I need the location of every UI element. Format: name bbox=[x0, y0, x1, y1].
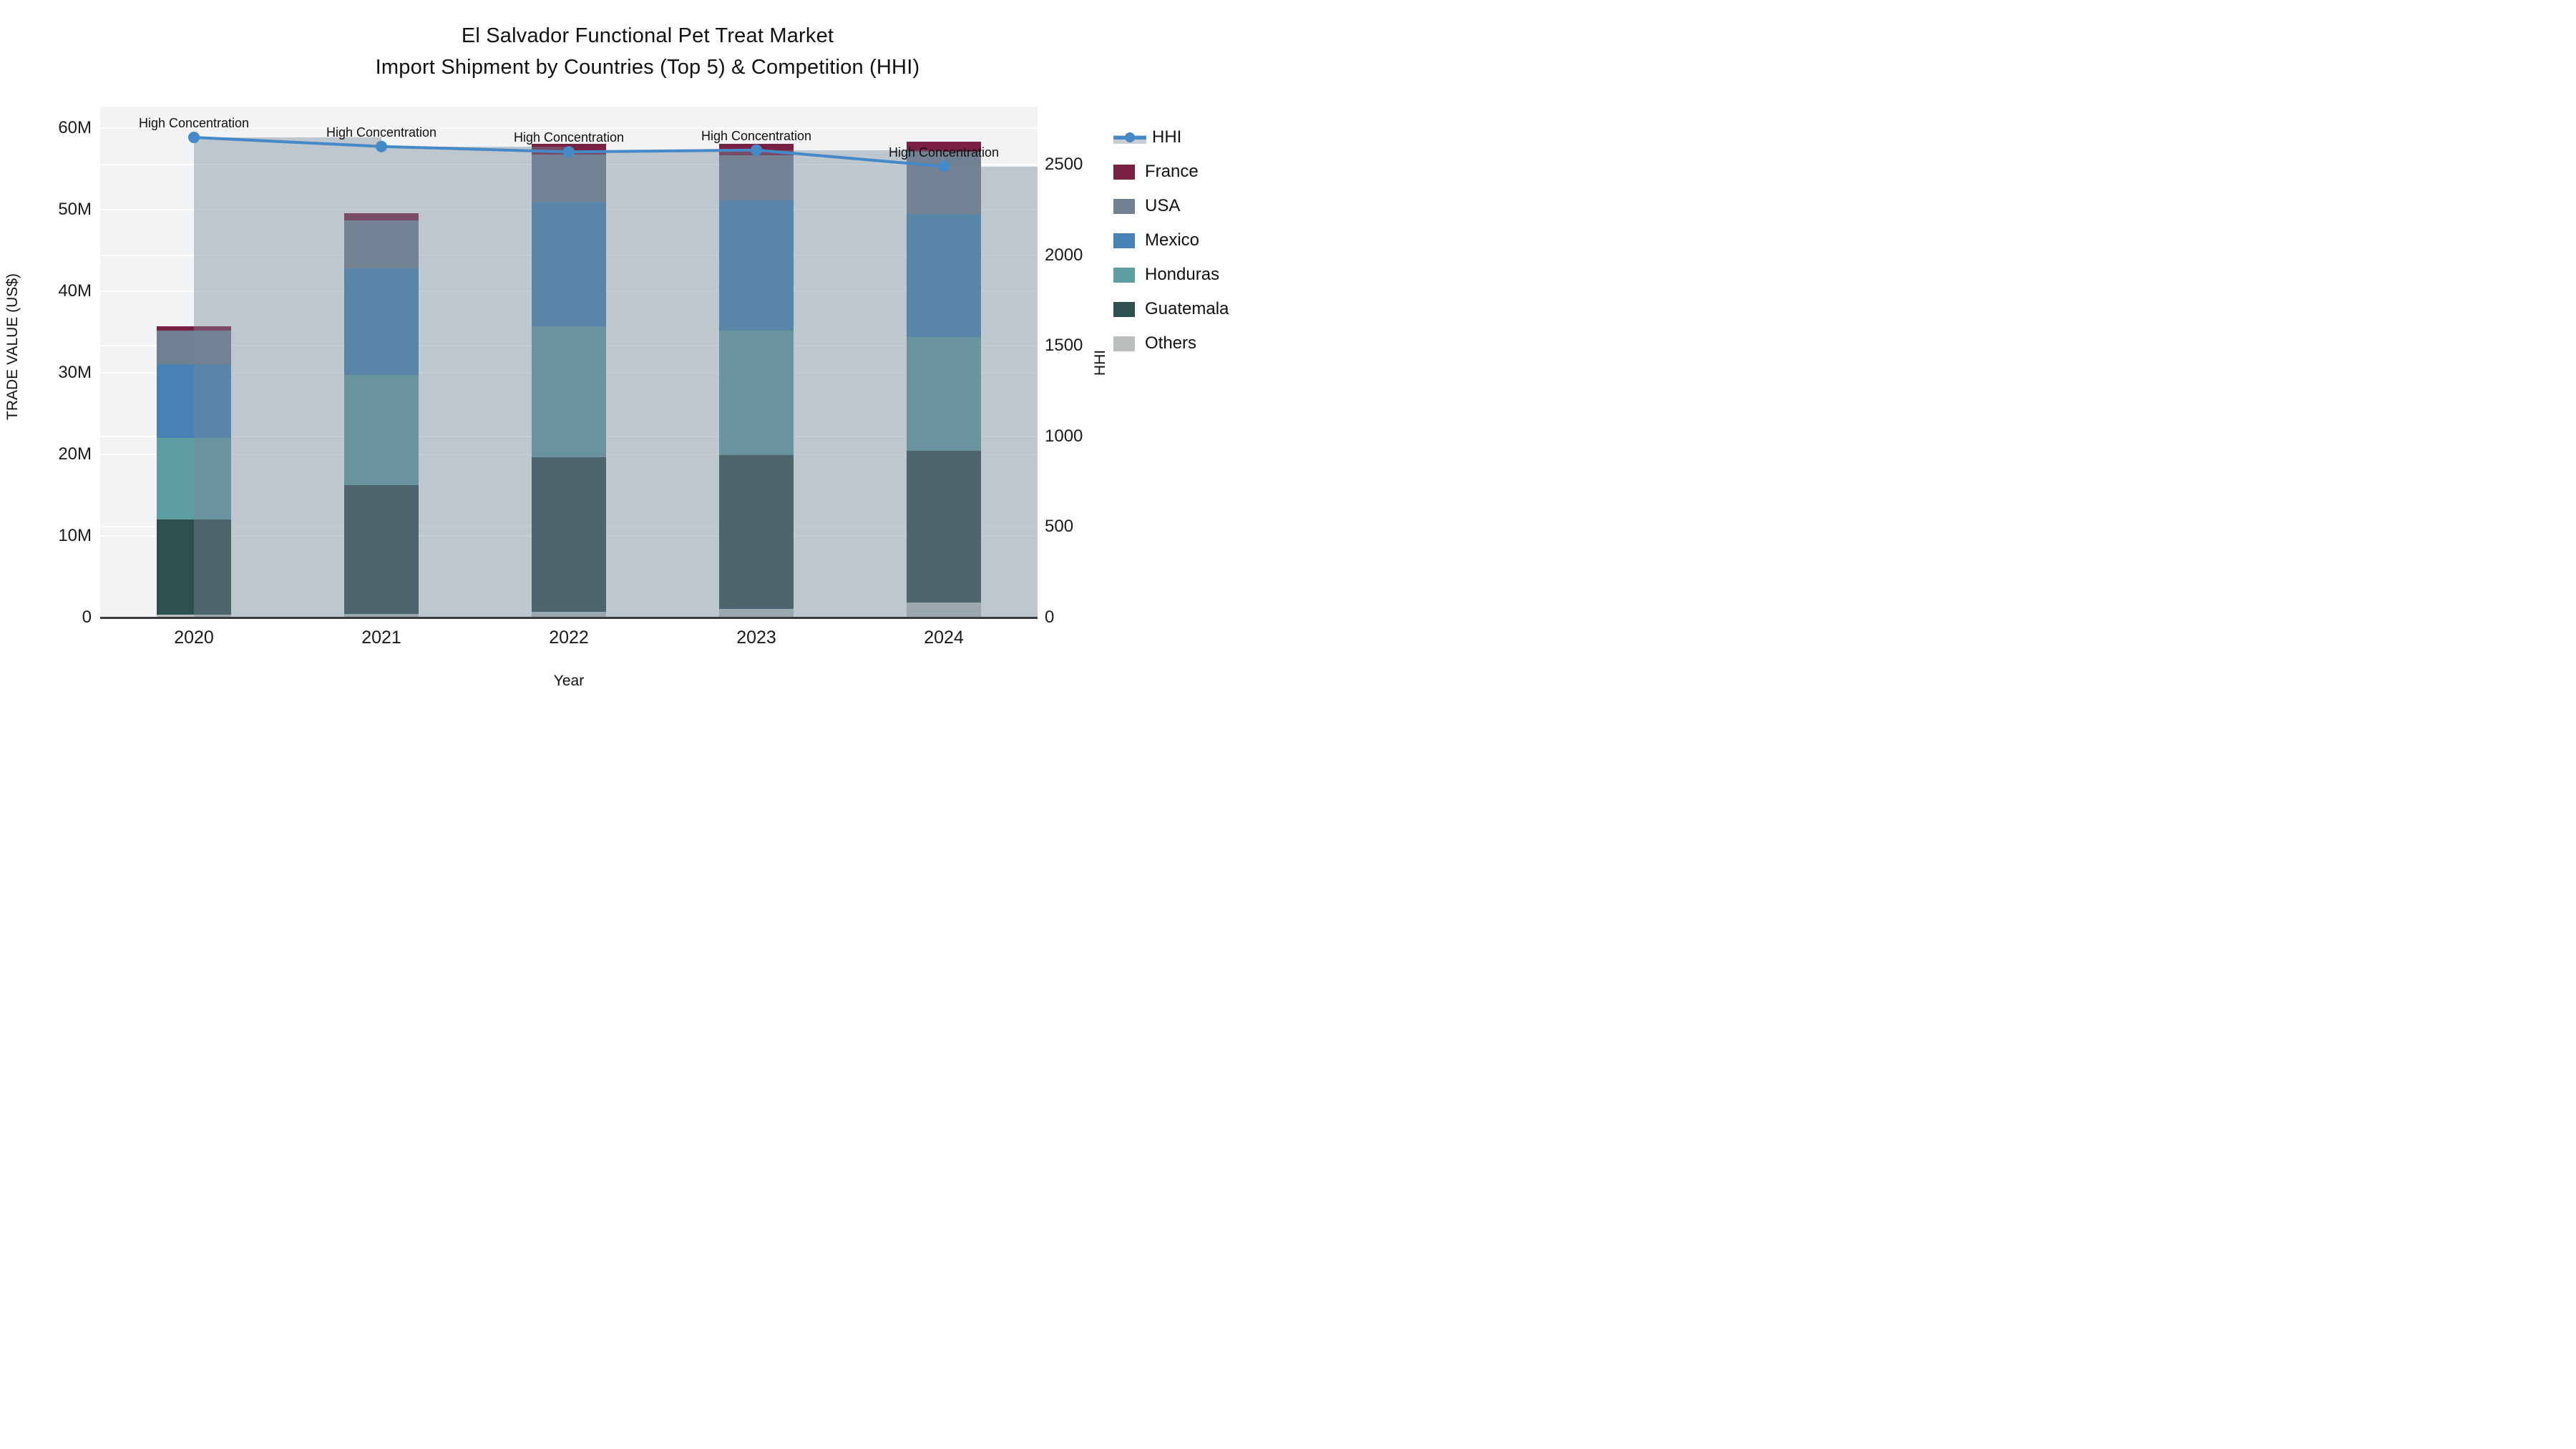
y-axis-tick-left: 40M bbox=[58, 280, 92, 301]
x-axis-tick-2020: 2020 bbox=[174, 627, 214, 648]
y-axis-title-left: TRADE VALUE (US$) bbox=[4, 273, 21, 420]
y-axis-tick-left: 20M bbox=[58, 444, 92, 464]
y-axis-tick-right: 1000 bbox=[1045, 426, 1083, 446]
bar-segment-usa-2021[interactable] bbox=[344, 220, 419, 268]
y-axis-title-right: HHI bbox=[1092, 349, 1108, 376]
hhi-legend-glyph-icon bbox=[1113, 130, 1146, 145]
bar-segment-others-2021[interactable] bbox=[344, 613, 419, 618]
bar-segment-france-2021[interactable] bbox=[344, 213, 419, 221]
x-axis-title: Year bbox=[553, 673, 585, 689]
y-axis-tick-right: 0 bbox=[1045, 607, 1055, 627]
legend: HHI France USA Mexico Honduras Guatemala Other… bbox=[1113, 120, 1285, 361]
bar-segment-france-2020[interactable] bbox=[157, 326, 231, 331]
legend-label: HHI bbox=[1152, 127, 1182, 147]
chart-figure: El Salvador Functional Pet Treat Market … bbox=[0, 0, 1288, 725]
legend-label: USA bbox=[1145, 196, 1181, 215]
bar-segment-mexico-2024[interactable] bbox=[907, 214, 981, 338]
legend-item-honduras[interactable]: Honduras bbox=[1113, 258, 1285, 292]
y-axis-tick-left: 0 bbox=[82, 607, 92, 627]
bar-segment-guatemala-2021[interactable] bbox=[344, 484, 419, 614]
legend-item-usa[interactable]: USA bbox=[1113, 189, 1285, 223]
x-axis-line bbox=[100, 616, 1038, 619]
legend-label: France bbox=[1145, 162, 1199, 181]
y-axis-tick-right: 2000 bbox=[1045, 245, 1083, 265]
legend-label: Others bbox=[1145, 333, 1197, 353]
bar-segment-others-2020[interactable] bbox=[157, 615, 231, 618]
annotation-high-concentration-2024: High Concentration bbox=[888, 145, 1000, 160]
hhi-band-2021[interactable] bbox=[381, 146, 569, 618]
annotation-high-concentration-2020: High Concentration bbox=[138, 116, 250, 131]
bar-segment-guatemala-2022[interactable] bbox=[532, 457, 606, 612]
annotation-high-concentration-2023: High Concentration bbox=[701, 128, 812, 143]
hhi-band-2023[interactable] bbox=[756, 150, 944, 618]
bar-segment-honduras-2023[interactable] bbox=[719, 331, 794, 455]
legend-item-hhi[interactable]: HHI bbox=[1113, 120, 1285, 155]
legend-swatch-others bbox=[1113, 336, 1135, 351]
y-axis-tick-right: 500 bbox=[1045, 517, 1074, 536]
legend-swatch-mexico bbox=[1113, 233, 1135, 248]
bar-segment-mexico-2022[interactable] bbox=[532, 202, 606, 326]
bar-segment-usa-2020[interactable] bbox=[157, 331, 231, 365]
y-axis-tick-right: 1500 bbox=[1045, 336, 1083, 355]
legend-label: Guatemala bbox=[1145, 299, 1229, 318]
bar-segment-mexico-2023[interactable] bbox=[719, 200, 794, 331]
bar-segment-guatemala-2023[interactable] bbox=[719, 454, 794, 610]
x-axis-tick-2021: 2021 bbox=[361, 627, 401, 648]
y-axis-tick-left: 60M bbox=[58, 117, 92, 137]
legend-swatch-france bbox=[1113, 164, 1135, 180]
x-axis-tick-2023: 2023 bbox=[736, 627, 776, 648]
y-axis-tick-right: 2500 bbox=[1045, 155, 1083, 174]
legend-swatch-guatemala bbox=[1113, 301, 1135, 317]
bar-segment-guatemala-2020[interactable] bbox=[157, 519, 231, 615]
legend-swatch-honduras bbox=[1113, 267, 1135, 283]
bar-segment-honduras-2020[interactable] bbox=[157, 437, 231, 519]
hhi-band-2024[interactable] bbox=[944, 166, 1038, 618]
x-axis-tick-2022: 2022 bbox=[549, 627, 589, 648]
legend-label: Honduras bbox=[1145, 265, 1220, 284]
bar-segment-honduras-2022[interactable] bbox=[532, 326, 606, 458]
legend-item-others[interactable]: Others bbox=[1113, 326, 1285, 361]
legend-item-guatemala[interactable]: Guatemala bbox=[1113, 292, 1285, 326]
bar-segment-guatemala-2024[interactable] bbox=[907, 450, 981, 602]
chart-title-line2: Import Shipment by Countries (Top 5) & C… bbox=[375, 56, 920, 79]
y-axis-tick-left: 30M bbox=[58, 362, 92, 382]
annotation-high-concentration-2021: High Concentration bbox=[326, 125, 437, 140]
legend-label: Mexico bbox=[1145, 230, 1200, 250]
bar-segment-others-2024[interactable] bbox=[907, 602, 981, 618]
legend-item-mexico[interactable]: Mexico bbox=[1113, 223, 1285, 258]
bar-segment-mexico-2020[interactable] bbox=[157, 364, 231, 438]
gridline-trade-60 bbox=[100, 127, 1038, 129]
y-axis-tick-left: 50M bbox=[58, 199, 92, 219]
x-axis-tick-2024: 2024 bbox=[924, 627, 964, 648]
legend-item-france[interactable]: France bbox=[1113, 155, 1285, 189]
bar-segment-others-2022[interactable] bbox=[532, 611, 606, 618]
legend-swatch-usa bbox=[1113, 198, 1135, 214]
bar-segment-others-2023[interactable] bbox=[719, 609, 794, 618]
hhi-band-2020[interactable] bbox=[194, 137, 381, 618]
annotation-high-concentration-2022: High Concentration bbox=[513, 130, 625, 145]
bar-segment-honduras-2021[interactable] bbox=[344, 374, 419, 485]
chart-title-line1: El Salvador Functional Pet Treat Market bbox=[461, 24, 834, 47]
y-axis-tick-left: 10M bbox=[58, 525, 92, 545]
bar-segment-mexico-2021[interactable] bbox=[344, 268, 419, 375]
hhi-band-2022[interactable] bbox=[569, 152, 756, 618]
bar-segment-honduras-2024[interactable] bbox=[907, 337, 981, 451]
